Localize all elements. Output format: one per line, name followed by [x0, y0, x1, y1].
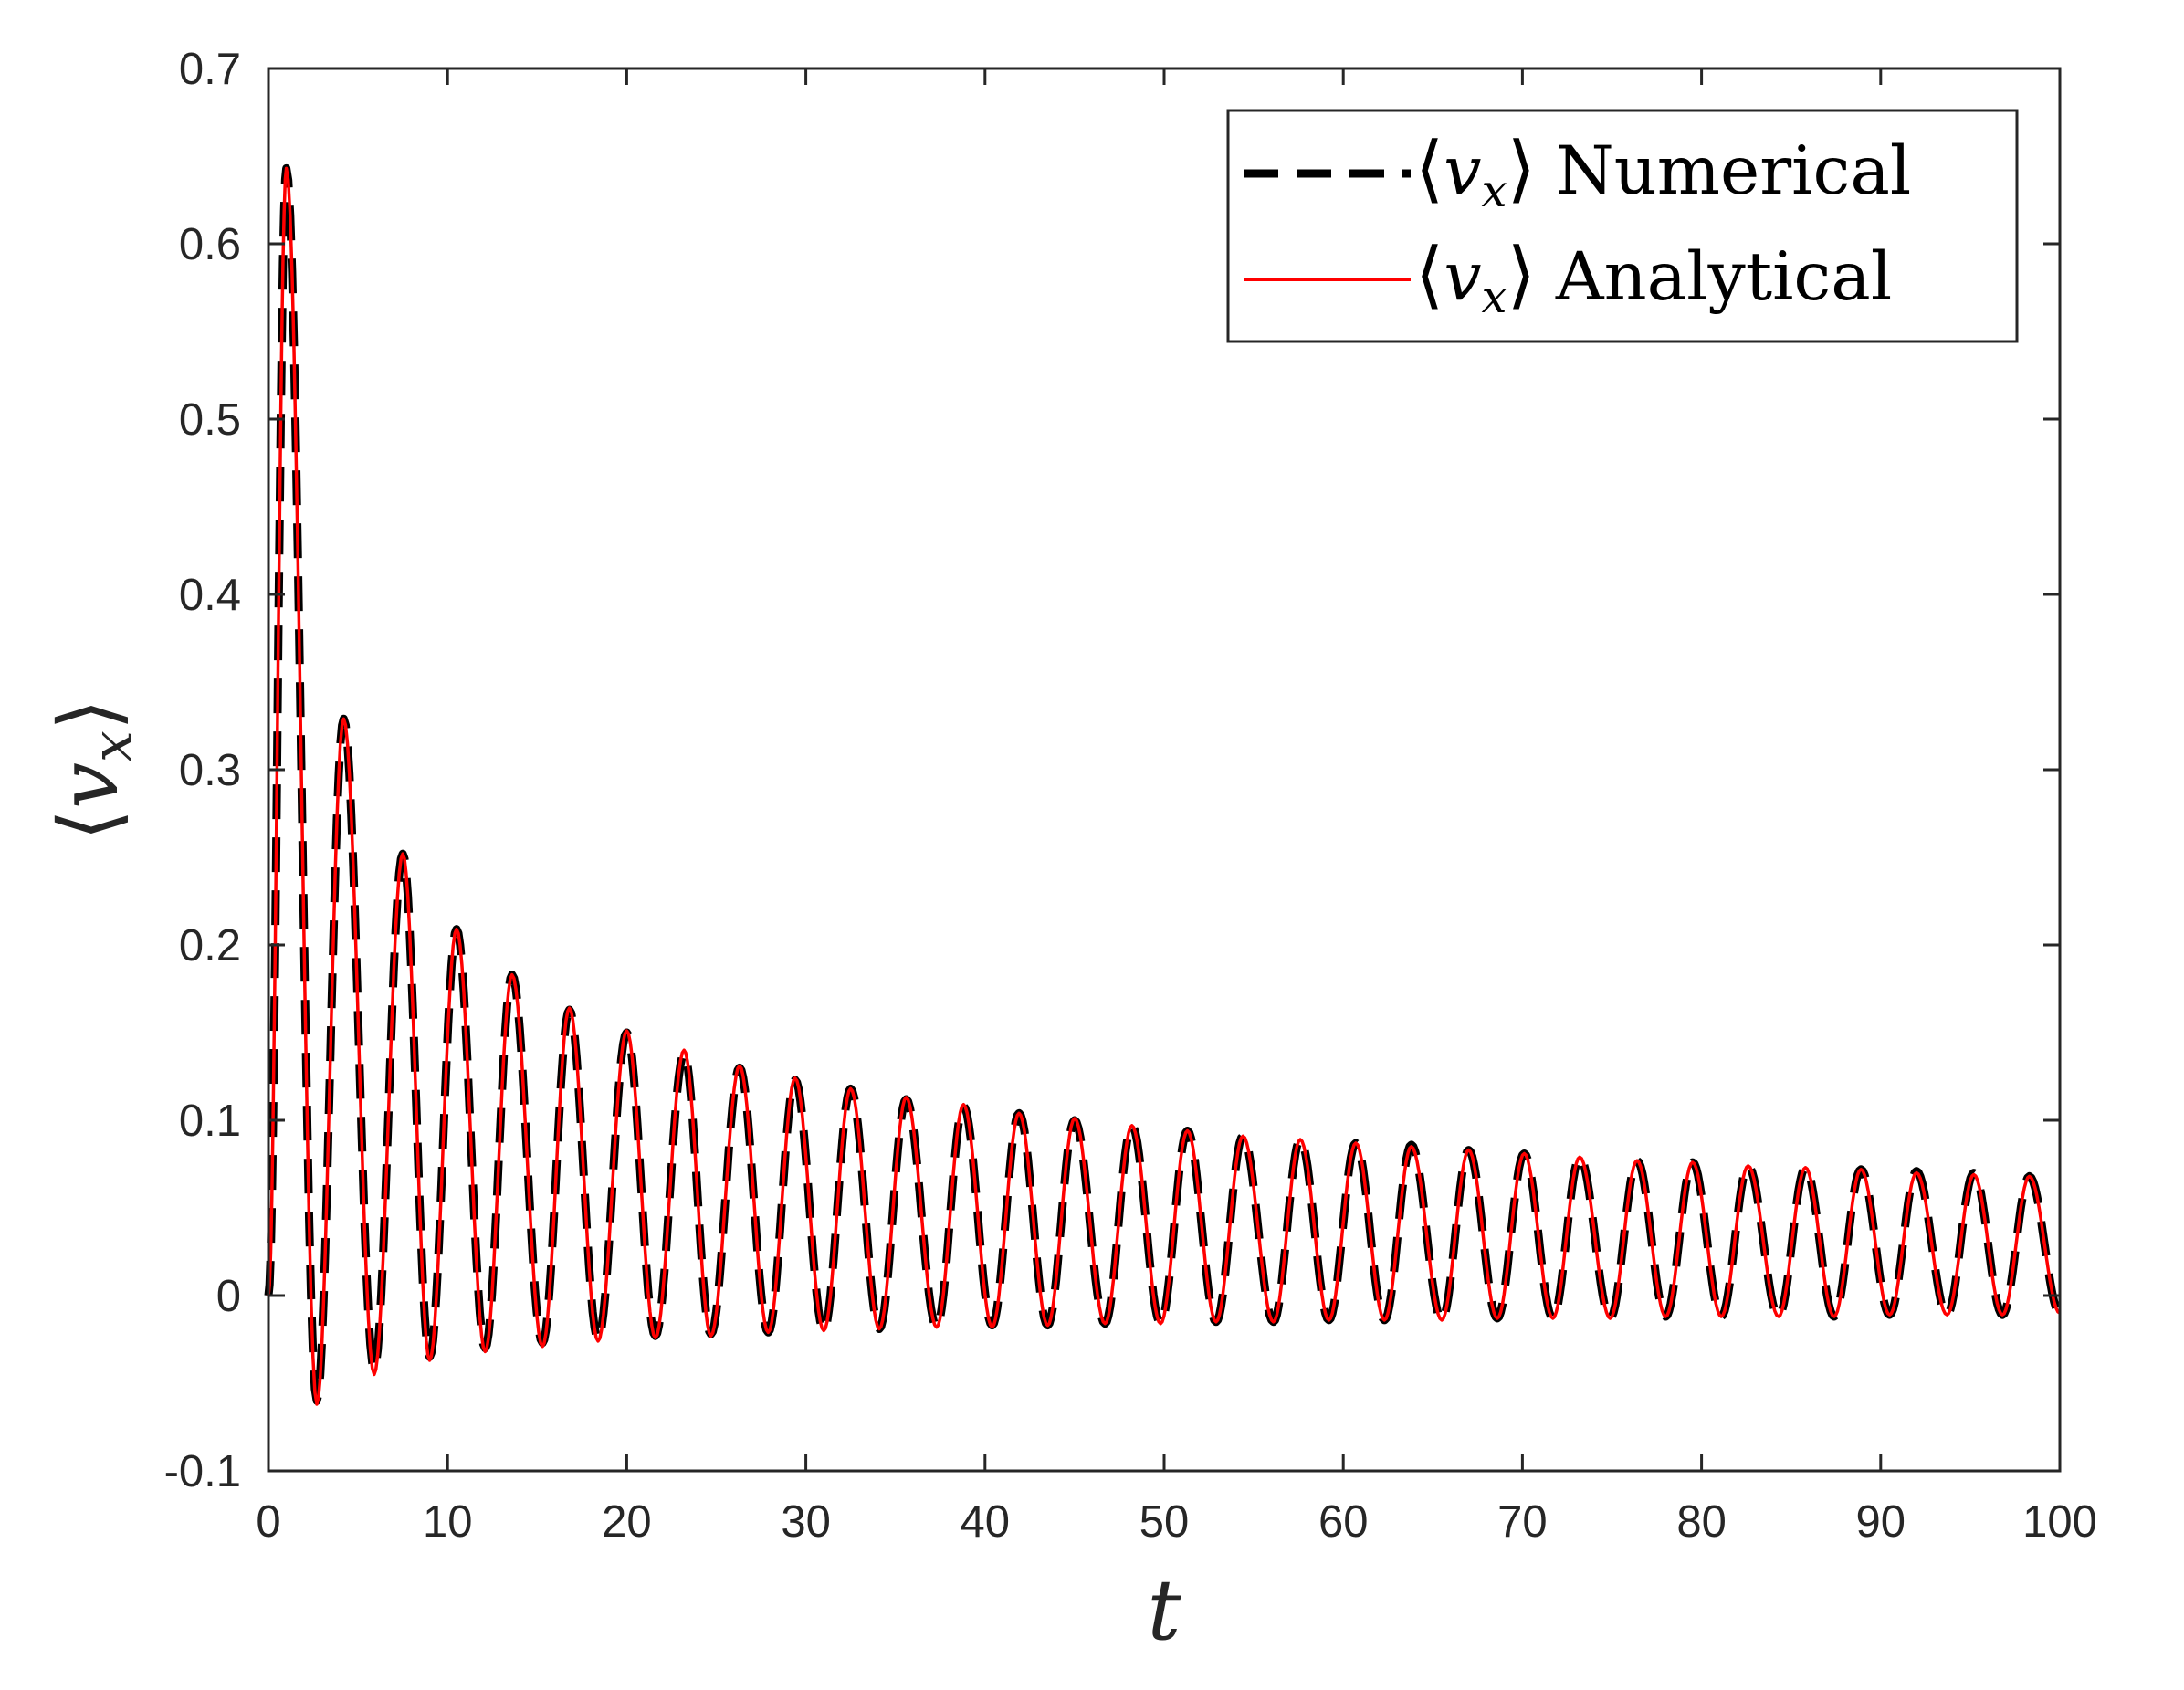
- y-tick-label: 0.2: [179, 921, 241, 971]
- x-tick-label: 40: [961, 1497, 1011, 1547]
- y-label-bracket-open: ⟨: [41, 809, 137, 841]
- legend-box: [1226, 109, 2019, 343]
- series-analytical-line: [267, 166, 2061, 1406]
- x-tick-label: 50: [1139, 1497, 1190, 1547]
- x-tick-label: 60: [1318, 1497, 1369, 1547]
- x-tick-label: 80: [1676, 1497, 1727, 1547]
- y-label-subscript: x: [79, 730, 145, 762]
- ticks-layer: 0 10 20 30 40 50 60 70 80 90 100 -0.1 0 0.1 0.2 0.3 0.4 0…: [164, 45, 2097, 1547]
- x-tick-label: 0: [256, 1497, 280, 1547]
- y-tick-label: -0.1: [164, 1447, 241, 1496]
- y-tick-label: 0.7: [179, 45, 241, 94]
- y-axis-label: ⟨vx⟩: [41, 698, 145, 841]
- x-tick-label: 30: [781, 1497, 831, 1547]
- legend: ⟨vx⟩ Numerical ⟨vx⟩ Analytical: [1226, 109, 2019, 343]
- y-tick-label: 0.4: [179, 571, 241, 620]
- y-label-bracket-close: ⟩: [41, 698, 137, 730]
- series-layer: [264, 163, 2063, 1406]
- x-tick-label: 10: [423, 1497, 473, 1547]
- legend-label-analytical: ⟨vx⟩ Analytical: [1415, 232, 1892, 323]
- x-tick-label: 90: [1856, 1497, 1906, 1547]
- x-axis-label: t: [1148, 1561, 1182, 1659]
- y-tick-label: 0.3: [179, 746, 241, 795]
- y-tick-label: 0.5: [179, 395, 241, 445]
- y-tick-label: 0.6: [179, 220, 241, 269]
- y-label-variable: v: [41, 762, 137, 809]
- svg-text:⟨vx⟩: ⟨vx⟩: [41, 698, 145, 841]
- y-tick-label: 0.1: [179, 1097, 241, 1146]
- x-tick-label: 20: [602, 1497, 652, 1547]
- x-tick-label: 100: [2022, 1497, 2097, 1547]
- legend-label-numerical: ⟨vx⟩ Numerical: [1415, 126, 1911, 217]
- x-tick-label: 70: [1497, 1497, 1548, 1547]
- y-tick-label: 0: [216, 1272, 241, 1321]
